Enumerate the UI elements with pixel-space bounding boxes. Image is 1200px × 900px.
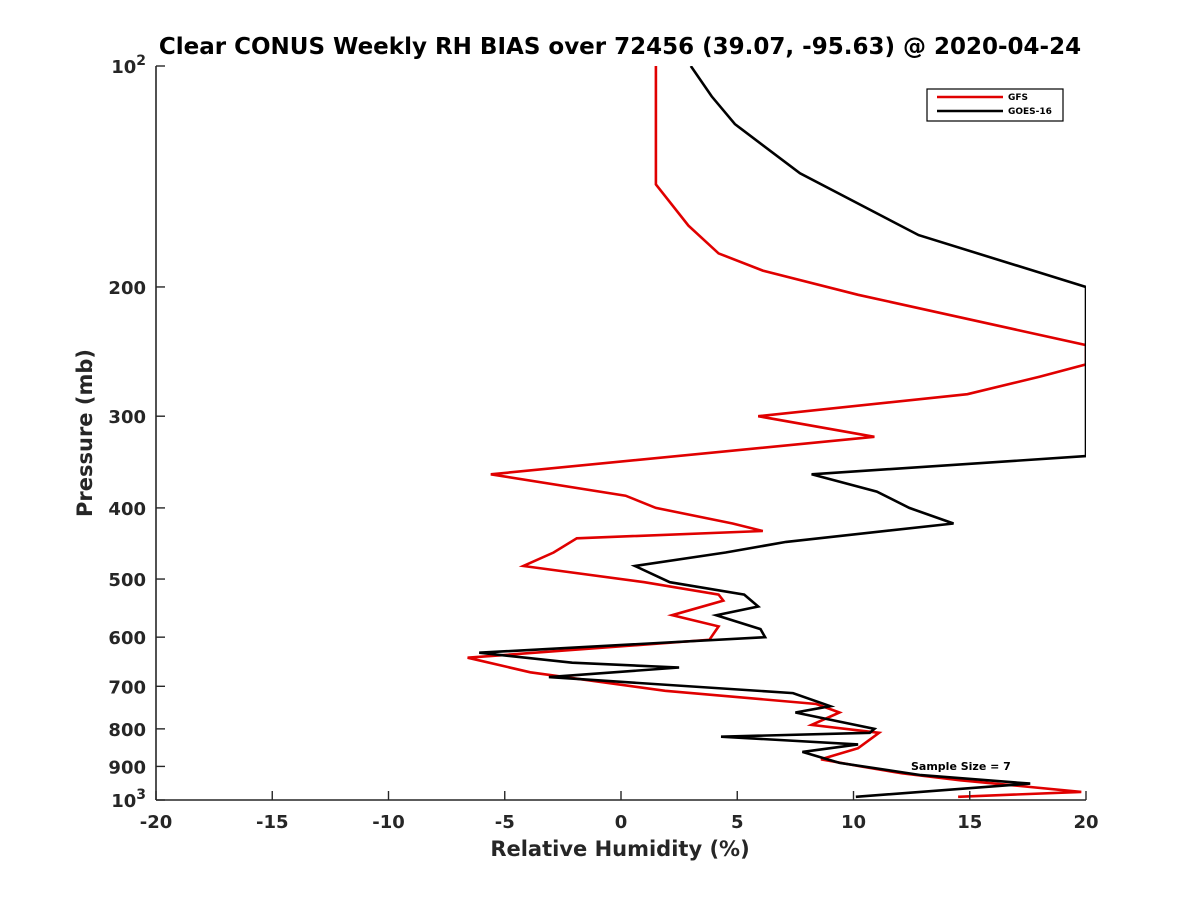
y-tick-label-base: 200 bbox=[108, 278, 146, 299]
legend-box bbox=[926, 88, 1064, 122]
x-tick-label: 15 bbox=[957, 812, 982, 833]
y-tick-label: 500 bbox=[108, 570, 146, 591]
x-tick-label: -10 bbox=[372, 812, 405, 833]
y-tick-label-base: 10 bbox=[111, 57, 136, 78]
y-axis-label: Pressure (mb) bbox=[73, 349, 97, 517]
x-tick-label: 10 bbox=[841, 812, 866, 833]
x-tick-label: -5 bbox=[495, 812, 515, 833]
y-tick-label: 800 bbox=[108, 720, 146, 741]
y-tick-label-base: 900 bbox=[108, 757, 146, 778]
y-tick-label: 400 bbox=[108, 499, 146, 520]
x-tick-label: 0 bbox=[615, 812, 628, 833]
y-tick-label-base: 400 bbox=[108, 499, 146, 520]
y-tick-label: 102 bbox=[111, 53, 146, 78]
legend-label-goes16: GOES-16 bbox=[1008, 107, 1052, 117]
x-axis-ticks: -20 -15 -10 -5 0 5 10 15 20 bbox=[140, 791, 1099, 833]
x-tick-label: 5 bbox=[731, 812, 744, 833]
series-line-gfs bbox=[467, 66, 1086, 799]
sample-size-annotation: Sample Size = 7 bbox=[911, 760, 1011, 773]
y-tick-label-base: 10 bbox=[111, 791, 136, 812]
y-tick-label-exponent: 2 bbox=[136, 53, 146, 69]
x-tick-label: -15 bbox=[256, 812, 289, 833]
y-tick-label-base: 800 bbox=[108, 720, 146, 741]
y-tick-label-base: 500 bbox=[108, 570, 146, 591]
y-tick-label: 900 bbox=[108, 757, 146, 778]
y-tick-label: 300 bbox=[108, 407, 146, 428]
plot-area bbox=[156, 66, 1086, 800]
legend: GFS GOES-16 bbox=[926, 88, 1064, 122]
x-axis-label: Relative Humidity (%) bbox=[490, 837, 749, 861]
y-tick-label-base: 600 bbox=[108, 628, 146, 649]
y-tick-label-base: 700 bbox=[108, 677, 146, 698]
y-tick-label: 700 bbox=[108, 677, 146, 698]
axes-background bbox=[156, 66, 1086, 800]
x-tick-label: 20 bbox=[1073, 812, 1098, 833]
series-layer bbox=[467, 66, 1086, 799]
y-tick-label: 600 bbox=[108, 628, 146, 649]
y-tick-label-exponent: 3 bbox=[136, 787, 146, 803]
legend-label-gfs: GFS bbox=[1008, 93, 1028, 103]
chart-title: Clear CONUS Weekly RH BIAS over 72456 (3… bbox=[159, 34, 1081, 60]
y-tick-label: 103 bbox=[111, 787, 146, 812]
series-line-goes16 bbox=[479, 66, 1086, 799]
y-tick-label-base: 300 bbox=[108, 407, 146, 428]
x-tick-label: -20 bbox=[140, 812, 173, 833]
y-tick-label: 200 bbox=[108, 278, 146, 299]
